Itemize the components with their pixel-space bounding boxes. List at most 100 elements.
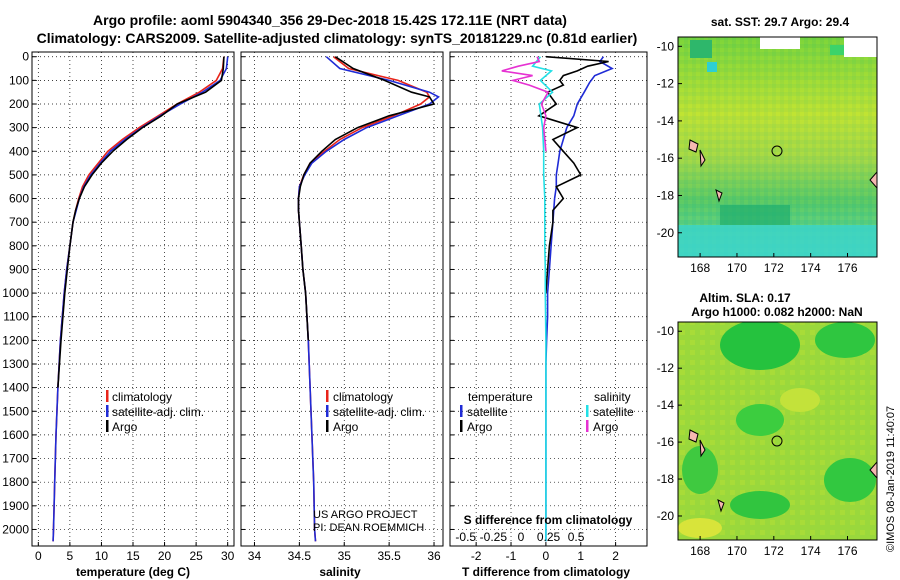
sst-lat-label: -18 [657, 188, 675, 202]
sst-lat-label: -14 [657, 114, 675, 128]
temperature-panel-frame [31, 51, 235, 547]
legend-satellite-swatch [106, 405, 109, 417]
x-tick-label: 20 [158, 549, 172, 563]
legend-climatology-2: climatology [333, 390, 393, 404]
x-tick-label: 35 [338, 549, 352, 563]
sst-lon-label: 172 [764, 261, 784, 275]
s-tick-label: 0.5 [568, 530, 585, 544]
sla-lat-label: -10 [657, 324, 675, 338]
sla-lat-label: -16 [657, 435, 675, 449]
temperature-axis-label: temperature (deg C) [76, 565, 190, 579]
depth-tick-label: 1500 [2, 404, 29, 418]
depth-tick-label: 1800 [2, 475, 29, 489]
sst-lon-label: 168 [690, 261, 710, 275]
x-tick-label: 36 [427, 549, 441, 563]
legend-satellite-adj-2: satellite-adj. clim. [333, 405, 425, 419]
sla-map-title-2: Argo h1000: 0.082 h2000: NaN [691, 305, 862, 319]
sst-lon-label: 170 [727, 261, 747, 275]
sla-lon-label: 168 [690, 544, 710, 558]
depth-tick-label: 1700 [2, 452, 29, 466]
depth-tick-label: 600 [9, 192, 29, 206]
legend-climatology-swatch-2 [326, 390, 329, 402]
depth-tick-label: 300 [9, 121, 29, 135]
sla-lat-label: -18 [657, 472, 675, 486]
depth-tick-label: 1200 [2, 333, 29, 347]
depth-tick-label: 0 [22, 50, 29, 64]
s-tick-label: -0.5 [455, 530, 476, 544]
legend-s-argo: Argo [593, 420, 619, 434]
sst-lat-label: -12 [657, 77, 675, 91]
legend-s-satellite: satellite [593, 405, 634, 419]
x-tick-label: 15 [126, 549, 140, 563]
legend-argo-swatch [106, 420, 109, 432]
temperature-panel: 0 5 10 15 20 25 30 0 100 200 300 400 500 600 700 800 90… [2, 50, 234, 579]
legend-t-satellite-swatch [460, 405, 463, 417]
sla-lon-label: 176 [838, 544, 858, 558]
series-line-2-3 [501, 56, 550, 152]
x-tick-label: -1 [506, 549, 517, 563]
legend-s-satellite-swatch [586, 405, 589, 417]
series-line-1-1 [297, 56, 440, 542]
temperature-legend: climatology satellite-adj. clim. Argo [106, 390, 204, 434]
sst-map-frame [677, 36, 878, 258]
sla-map: Altim. SLA: 0.17 Argo h1000: 0.082 h2000… [657, 291, 878, 558]
s-tick-label: 0.25 [537, 530, 561, 544]
credit-line-2: PI: DEAN ROEMMICH [313, 522, 424, 534]
depth-tick-label: 400 [9, 144, 29, 158]
depth-tick-label: 1100 [3, 310, 29, 324]
sst-lat-label: -20 [657, 226, 675, 240]
x-tick-label: 34.5 [288, 549, 312, 563]
salinity-legend: climatology satellite-adj. clim. Argo [326, 390, 425, 434]
legend-t-satellite: satellite [467, 405, 508, 419]
series-line-2-0 [545, 56, 614, 542]
sla-lon-label: 172 [764, 544, 784, 558]
depth-tick-label: 1600 [2, 428, 29, 442]
sla-lon-label: 174 [801, 544, 821, 558]
sst-lon-label: 176 [838, 261, 858, 275]
sst-map: sat. SST: 29.7 Argo: 29.4 -10 -12 -14 -16 -1… [657, 15, 878, 275]
x-tick-label: 30 [221, 549, 235, 563]
series-line-2-1 [537, 55, 609, 294]
sst-lon-label: 174 [801, 261, 821, 275]
depth-tick-label: 1400 [2, 381, 29, 395]
salinity-panel: 34 34.5 35 35.5 36 salinity climatology sate… [240, 51, 444, 579]
depth-tick-label: 700 [9, 215, 29, 229]
legend-argo: Argo [112, 420, 138, 434]
salinity-axis-label: salinity [319, 565, 361, 579]
depth-tick-label: 1300 [2, 357, 29, 371]
x-tick-label: 5 [67, 549, 74, 563]
sst-argo-marker [771, 145, 783, 157]
sla-lat-label: -12 [657, 361, 675, 375]
title-line-2: Climatology: CARS2009. Satellite-adjuste… [37, 30, 638, 46]
series-line-1-2 [297, 56, 436, 341]
sla-lon-label: 170 [727, 544, 747, 558]
legend-s-argo-swatch [586, 420, 589, 432]
depth-tick-label: 900 [9, 262, 29, 276]
depth-tick-label: 200 [9, 97, 29, 111]
legend-satellite-swatch-2 [326, 405, 329, 417]
depth-tick-label: 100 [9, 73, 29, 87]
x-tick-label: 2 [612, 549, 619, 563]
sst-lat-label: -16 [657, 151, 675, 165]
x-tick-label: 0 [35, 549, 42, 563]
x-tick-label: 35.5 [377, 549, 401, 563]
series-line-2-2 [531, 56, 554, 542]
depth-tick-label: 2000 [2, 522, 29, 536]
sla-lat-label: -20 [657, 509, 675, 523]
legend-climatology: climatology [112, 390, 172, 404]
depth-tick-label: 500 [9, 168, 29, 182]
x-tick-label: 10 [95, 549, 109, 563]
s-difference-axis-label: S difference from climatology [464, 513, 633, 527]
legend-t-argo-swatch [460, 420, 463, 432]
legend-argo-swatch-2 [326, 420, 329, 432]
s-tick-label: -0.25 [480, 530, 508, 544]
t-difference-axis-label: T difference from climatology [462, 565, 630, 579]
credit-line-1: US ARGO PROJECT [313, 509, 418, 521]
difference-legend: temperature satellite Argo salinity sate… [460, 390, 634, 434]
imos-stamp: ©IMOS 08-Jan-2019 11:40:07 [885, 406, 897, 552]
x-tick-label: -2 [471, 549, 482, 563]
depth-ticks: 0 100 200 300 400 500 600 700 800 900 1000 1100 1200… [2, 50, 29, 537]
difference-panel: -2 -1 0 1 2-0.5 -0.25 0 0.25 0.5 T difference fr… [449, 51, 648, 579]
difference-panel-frame [449, 51, 648, 547]
